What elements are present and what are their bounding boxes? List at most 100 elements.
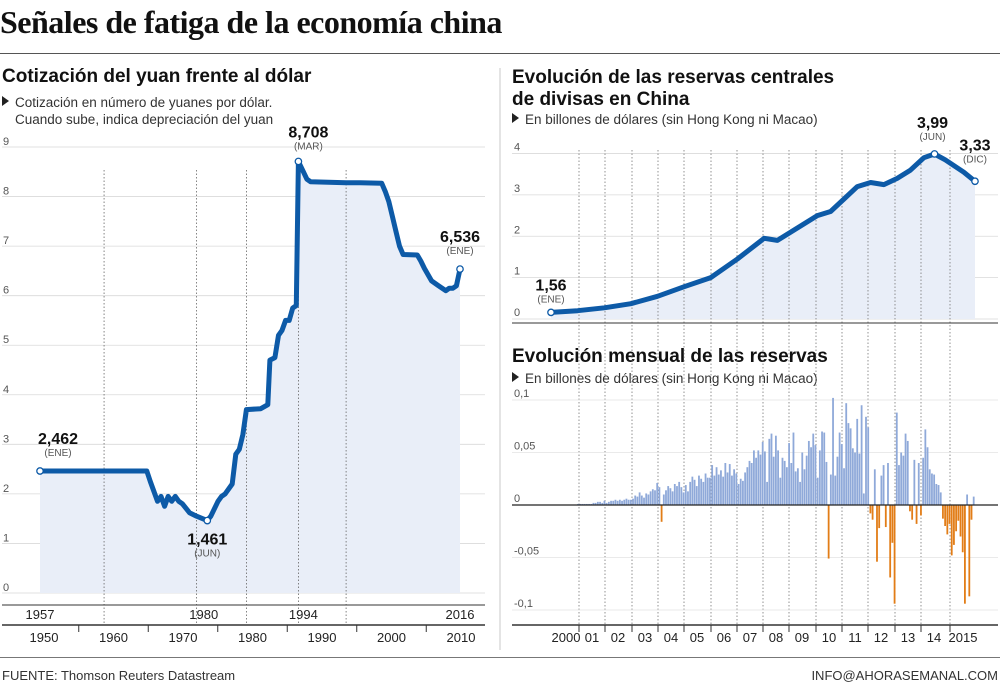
monthly-x-label: 10 bbox=[822, 630, 836, 645]
reserves-panel-subtitle: En billones de dólares (sin Hong Kong ni… bbox=[512, 111, 818, 128]
reserves-subtitle-text: En billones de dólares (sin Hong Kong ni… bbox=[525, 112, 818, 127]
monthly-negative-bar bbox=[878, 505, 881, 529]
monthly-positive-bar bbox=[649, 491, 652, 505]
monthly-panel-subtitle: En billones de dólares (sin Hong Kong ni… bbox=[512, 370, 818, 387]
monthly-negative-bar bbox=[946, 505, 949, 535]
monthly-panel-title: Evolución mensual de las reservas bbox=[512, 346, 828, 367]
yuan-decade-label: 2010 bbox=[447, 630, 476, 645]
monthly-positive-bar bbox=[614, 499, 617, 505]
monthly-positive-bar bbox=[592, 502, 595, 505]
yuan-annotation-marker bbox=[294, 157, 303, 166]
monthly-positive-bar bbox=[900, 452, 903, 505]
monthly-positive-bar bbox=[785, 467, 788, 505]
monthly-positive-bar bbox=[860, 405, 863, 505]
monthly-positive-bar bbox=[924, 429, 927, 505]
monthly-x-label: 09 bbox=[795, 630, 809, 645]
monthly-negative-bar bbox=[876, 505, 878, 562]
monthly-positive-bar bbox=[761, 442, 764, 505]
monthly-positive-bar bbox=[632, 498, 634, 505]
monthly-positive-bar bbox=[755, 457, 758, 505]
monthly-positive-bar bbox=[680, 487, 683, 505]
monthly-positive-bar bbox=[937, 485, 940, 505]
yuan-y-tick-label: 6 bbox=[3, 285, 9, 297]
monthly-positive-bar bbox=[647, 494, 650, 505]
monthly-negative-bar bbox=[893, 505, 896, 604]
monthly-positive-bar bbox=[768, 438, 771, 505]
monthly-x-label: 06 bbox=[717, 630, 731, 645]
main-title: Señales de fatiga de la economía china bbox=[0, 4, 502, 40]
yuan-top-axis-label: 1957 bbox=[26, 607, 55, 622]
monthly-positive-bar bbox=[627, 499, 630, 505]
monthly-positive-bar bbox=[651, 489, 654, 505]
bullet-triangle-icon bbox=[512, 372, 519, 382]
monthly-positive-bar bbox=[972, 496, 975, 505]
monthly-negative-bar bbox=[889, 505, 892, 578]
yuan-panel-title: Cotización del yuan frente al dólar bbox=[2, 66, 312, 87]
monthly-positive-bar bbox=[887, 463, 889, 505]
monthly-positive-bar bbox=[616, 500, 619, 505]
reserves-y-tick-label: 1 bbox=[514, 266, 520, 278]
bullet-triangle-icon bbox=[2, 96, 9, 106]
monthly-positive-bar bbox=[895, 412, 898, 505]
monthly-positive-bar bbox=[623, 499, 626, 505]
monthly-positive-bar bbox=[706, 477, 709, 505]
monthly-positive-bar bbox=[682, 492, 685, 505]
monthly-positive-bar bbox=[926, 447, 929, 505]
monthly-positive-bar bbox=[858, 453, 861, 505]
yuan-decade-label: 1960 bbox=[99, 630, 128, 645]
monthly-positive-bar bbox=[759, 454, 762, 505]
yuan-decade-label: 2000 bbox=[377, 630, 406, 645]
yuan-decade-label: 1970 bbox=[169, 630, 198, 645]
monthly-positive-bar bbox=[792, 432, 795, 505]
monthly-positive-bar bbox=[840, 444, 843, 505]
yuan-y-tick-label: 3 bbox=[3, 433, 9, 445]
monthly-positive-bar bbox=[803, 469, 806, 505]
monthly-positive-bar bbox=[865, 416, 867, 505]
reserves-y-tick-label: 2 bbox=[514, 224, 520, 236]
monthly-positive-bar bbox=[933, 474, 936, 505]
monthly-positive-bar bbox=[805, 455, 808, 505]
monthly-positive-bar bbox=[821, 431, 823, 505]
monthly-positive-bar bbox=[742, 480, 744, 505]
monthly-positive-bar bbox=[873, 469, 876, 505]
monthly-positive-bar bbox=[794, 471, 797, 505]
monthly-positive-bar bbox=[603, 500, 606, 505]
monthly-positive-bar bbox=[621, 500, 623, 505]
yuan-annotation-date: (ENE) bbox=[446, 246, 473, 257]
yuan-annotation-marker bbox=[456, 265, 464, 273]
monthly-positive-bar bbox=[810, 447, 812, 505]
monthly-x-label: 01 bbox=[585, 630, 599, 645]
monthly-negative-bar bbox=[950, 505, 953, 556]
monthly-positive-bar bbox=[744, 472, 747, 505]
yuan-top-axis-label: 1980 bbox=[189, 607, 218, 622]
monthly-positive-bar bbox=[678, 481, 681, 505]
yuan-y-tick-label: 5 bbox=[3, 334, 9, 346]
monthly-positive-bar bbox=[643, 497, 645, 505]
monthly-negative-bar bbox=[891, 505, 894, 543]
monthly-positive-bar bbox=[856, 418, 859, 505]
yuan-decade-label: 1980 bbox=[238, 630, 267, 645]
monthly-positive-bar bbox=[807, 440, 810, 505]
monthly-x-label: 2000 bbox=[552, 630, 581, 645]
monthly-positive-bar bbox=[882, 465, 885, 505]
monthly-positive-bar bbox=[640, 495, 643, 505]
monthly-negative-bar bbox=[911, 505, 914, 520]
monthly-positive-bar bbox=[939, 492, 942, 505]
monthly-positive-bar bbox=[917, 463, 920, 505]
monthly-positive-bar bbox=[691, 476, 694, 505]
bullet-triangle-icon bbox=[512, 113, 519, 123]
monthly-x-label: 11 bbox=[848, 630, 862, 645]
yuan-y-tick-label: 9 bbox=[3, 136, 9, 148]
monthly-positive-bar bbox=[931, 473, 933, 505]
monthly-positive-bar bbox=[599, 501, 601, 505]
monthly-positive-bar bbox=[629, 499, 632, 505]
monthly-positive-bar bbox=[605, 502, 608, 505]
monthly-positive-bar bbox=[753, 450, 755, 505]
monthly-positive-bar bbox=[799, 481, 801, 505]
monthly-negative-bar bbox=[968, 505, 971, 597]
monthly-positive-bar bbox=[669, 488, 672, 505]
monthly-positive-bar bbox=[928, 469, 931, 505]
reserves-y-tick-label: 0 bbox=[514, 307, 520, 319]
monthly-positive-bar bbox=[788, 443, 790, 505]
